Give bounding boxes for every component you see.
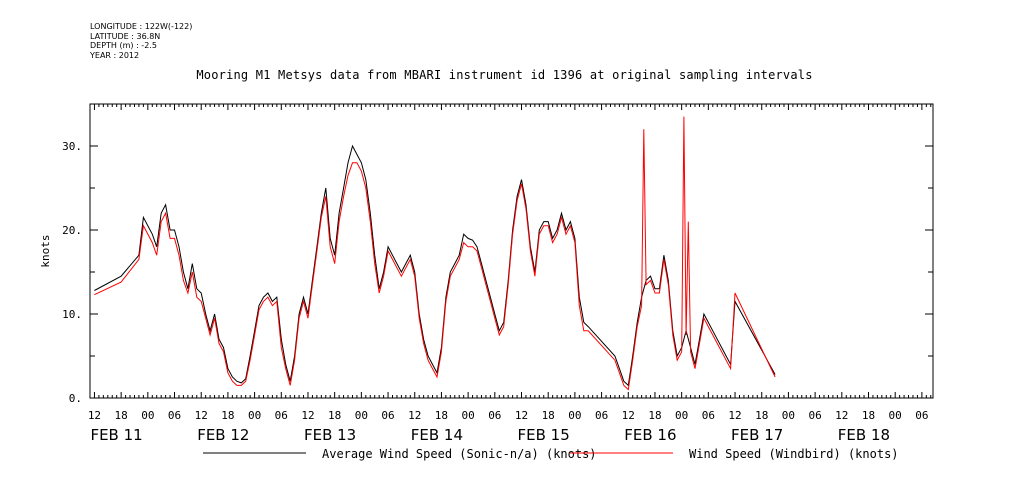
x-tick-label: 12	[515, 409, 528, 422]
x-tick-label: 00	[675, 409, 688, 422]
x-tick-label: 18	[435, 409, 448, 422]
x-tick-label: 12	[301, 409, 314, 422]
x-day-label: FEB 11	[90, 426, 142, 444]
y-tick-label: 20.	[62, 224, 82, 237]
x-day-label: FEB 12	[197, 426, 249, 444]
y-tick-label: 30.	[62, 140, 82, 153]
latitude-label: LATITUDE : 36.8N	[90, 31, 161, 41]
x-day-label: FEB 14	[411, 426, 463, 444]
x-tick-label: 18	[221, 409, 234, 422]
x-tick-label: 12	[88, 409, 101, 422]
x-tick-label: 18	[542, 409, 555, 422]
x-tick-label: 00	[355, 409, 368, 422]
series-line-sonic	[94, 144, 776, 387]
data-series	[94, 116, 776, 391]
chart-title: Mooring M1 Metsys data from MBARI instru…	[196, 68, 813, 82]
legend-label-sonic: Average Wind Speed (Sonic-n/a) (knots)	[322, 447, 597, 461]
y-axis-label: knots	[39, 234, 52, 267]
metadata-block: LONGITUDE : 122W(-122) LATITUDE : 36.8N …	[90, 22, 192, 60]
x-day-label: FEB 13	[304, 426, 356, 444]
x-tick-label: 00	[141, 409, 154, 422]
x-tick-label: 12	[622, 409, 635, 422]
x-tick-label: 00	[462, 409, 475, 422]
x-tick-label: 06	[808, 409, 821, 422]
series-line-windbird	[94, 116, 776, 391]
x-day-label: FEB 16	[624, 426, 676, 444]
longitude-label: LONGITUDE : 122W(-122)	[90, 22, 193, 31]
x-tick-label: 06	[381, 409, 394, 422]
x-tick-label: 00	[889, 409, 902, 422]
x-tick-label: 06	[595, 409, 608, 422]
x-tick-label: 12	[408, 409, 421, 422]
x-day-label: FEB 18	[838, 426, 890, 444]
x-tick-label: 18	[648, 409, 661, 422]
x-tick-label: 12	[835, 409, 848, 422]
y-tick-label: 10.	[62, 308, 82, 321]
legend: Average Wind Speed (Sonic-n/a) (knots) W…	[203, 447, 899, 461]
axis-labels: 12 18 00 06 12 18 00 06 12 18 00 06 12 18 00 06 12 18 00 06…	[62, 140, 928, 444]
depth-label: DEPTH (m) : -2.5	[90, 41, 157, 50]
x-tick-label: 00	[782, 409, 795, 422]
x-tick-label: 18	[755, 409, 768, 422]
x-tick-label: 12	[728, 409, 741, 422]
x-tick-label: 06	[168, 409, 181, 422]
year-label: YEAR : 2012	[90, 50, 140, 60]
x-tick-label: 06	[702, 409, 715, 422]
x-tick-label: 12	[195, 409, 208, 422]
x-tick-label: 06	[915, 409, 928, 422]
x-tick-label: 18	[862, 409, 875, 422]
x-tick-label: 00	[248, 409, 261, 422]
x-day-label: FEB 17	[731, 426, 783, 444]
y-tick-label: 0.	[69, 392, 82, 405]
plot-frame	[89, 103, 934, 399]
x-tick-label: 00	[568, 409, 581, 422]
x-tick-label: 06	[488, 409, 501, 422]
x-tick-label: 18	[115, 409, 128, 422]
x-tick-label: 06	[275, 409, 288, 422]
x-day-label: FEB 15	[518, 426, 570, 444]
legend-label-windbird: Wind Speed (Windbird) (knots)	[689, 447, 899, 461]
axis-ticks	[89, 103, 933, 399]
x-tick-label: 18	[328, 409, 341, 422]
